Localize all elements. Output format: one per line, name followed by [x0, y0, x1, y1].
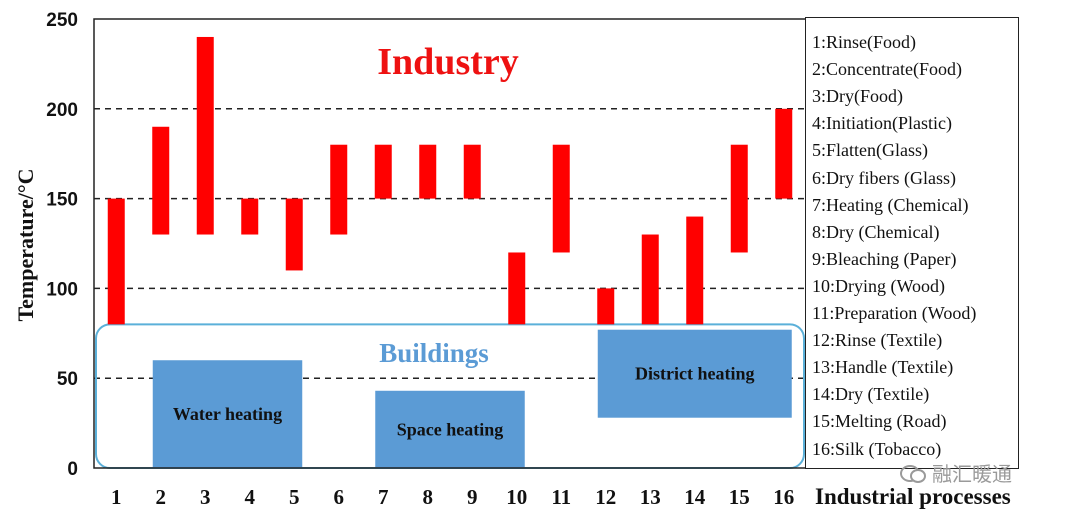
y-tick-label: 100 — [46, 279, 78, 300]
y-tick-labels: 0 50 100 150 200 250 — [46, 10, 78, 480]
legend-entry: 8:Dry (Chemical) — [812, 221, 940, 242]
legend-entry: 3:Dry(Food) — [812, 86, 903, 107]
bar — [419, 144, 437, 199]
x-tick-label: 9 — [467, 485, 478, 509]
x-tick-label: 6 — [334, 485, 345, 509]
watermark: 融汇暖通 — [900, 458, 1012, 487]
legend-entry: 9:Bleaching (Paper) — [812, 248, 957, 269]
x-tick-label: 10 — [506, 485, 527, 509]
x-tick-label: 14 — [684, 485, 706, 509]
legend-entry: 2:Concentrate(Food) — [812, 59, 962, 80]
legend: 1:Rinse(Food) 2:Concentrate(Food) 3:Dry(Fo… — [805, 17, 1019, 469]
x-tick-label: 3 — [200, 485, 211, 509]
bar — [330, 144, 348, 235]
legend-entry: 5:Flatten(Glass) — [812, 140, 928, 161]
legend-entry: 13:Handle (Textile) — [812, 357, 954, 378]
x-tick-label: 1 — [111, 485, 122, 509]
legend-entry: 1:Rinse(Food) — [812, 32, 917, 52]
bar — [285, 198, 303, 271]
x-tick-label: 15 — [729, 485, 750, 509]
x-tick-label: 12 — [595, 485, 616, 509]
wechat-icon — [900, 463, 926, 483]
y-tick-label: 200 — [46, 100, 78, 121]
x-tick-label: 13 — [640, 485, 661, 509]
x-tick-labels: 1 2 3 4 5 6 7 8 9 10 11 12 13 14 15 16 — [111, 485, 794, 509]
legend-entry: 16:Silk (Tobacco) — [812, 438, 942, 459]
x-tick-label: 11 — [551, 485, 571, 509]
x-tick-label: 16 — [773, 485, 794, 509]
y-tick-label: 250 — [46, 10, 78, 31]
bar — [597, 288, 615, 325]
bar — [775, 108, 793, 199]
region-label: Space heating — [397, 419, 504, 439]
y-tick-label: 50 — [57, 369, 78, 390]
region-box — [597, 329, 792, 418]
bar — [463, 144, 481, 199]
bar — [508, 252, 526, 325]
bar — [152, 126, 170, 235]
bars — [107, 36, 793, 325]
bar — [730, 144, 748, 253]
y-axis-label: Temperature/°C — [13, 168, 38, 321]
legend-entry: 11:Preparation (Wood) — [812, 303, 977, 323]
bar — [196, 36, 214, 235]
bar — [374, 144, 392, 199]
legend-entry: 12:Rinse (Textile) — [812, 330, 943, 351]
region-box — [375, 390, 525, 468]
x-axis-label: Industrial processes — [815, 484, 1011, 509]
region-label: Water heating — [173, 404, 282, 424]
legend-entry: 7:Heating (Chemical) — [812, 194, 969, 215]
industry-annotation: Industry — [377, 41, 519, 83]
y-tick-label: 0 — [67, 459, 78, 480]
legend-entry: 4:Initiation(Plastic) — [812, 113, 952, 134]
legend-entry: 14:Dry (Textile) — [812, 384, 930, 405]
x-tick-label: 5 — [289, 485, 300, 509]
bar — [107, 198, 125, 325]
bar — [552, 144, 570, 253]
building-regions: Water heating Space heating District heati… — [152, 329, 792, 468]
x-tick-label: 7 — [378, 485, 389, 509]
buildings-annotation: Buildings — [379, 338, 489, 368]
x-tick-label: 4 — [245, 485, 256, 509]
y-tick-label: 150 — [46, 190, 78, 211]
x-tick-label: 2 — [156, 485, 167, 509]
bar — [241, 198, 259, 235]
grid-lines — [94, 108, 806, 379]
region-label: District heating — [635, 364, 754, 384]
legend-entry: 6:Dry fibers (Glass) — [812, 167, 956, 188]
bar — [686, 216, 704, 325]
bar — [641, 234, 659, 325]
region-box — [152, 360, 303, 468]
legend-entry: 15:Melting (Road) — [812, 411, 947, 432]
x-tick-label: 8 — [423, 485, 434, 509]
watermark-text: 融汇暖通 — [932, 462, 1012, 486]
legend-entry: 10:Drying (Wood) — [812, 275, 946, 296]
